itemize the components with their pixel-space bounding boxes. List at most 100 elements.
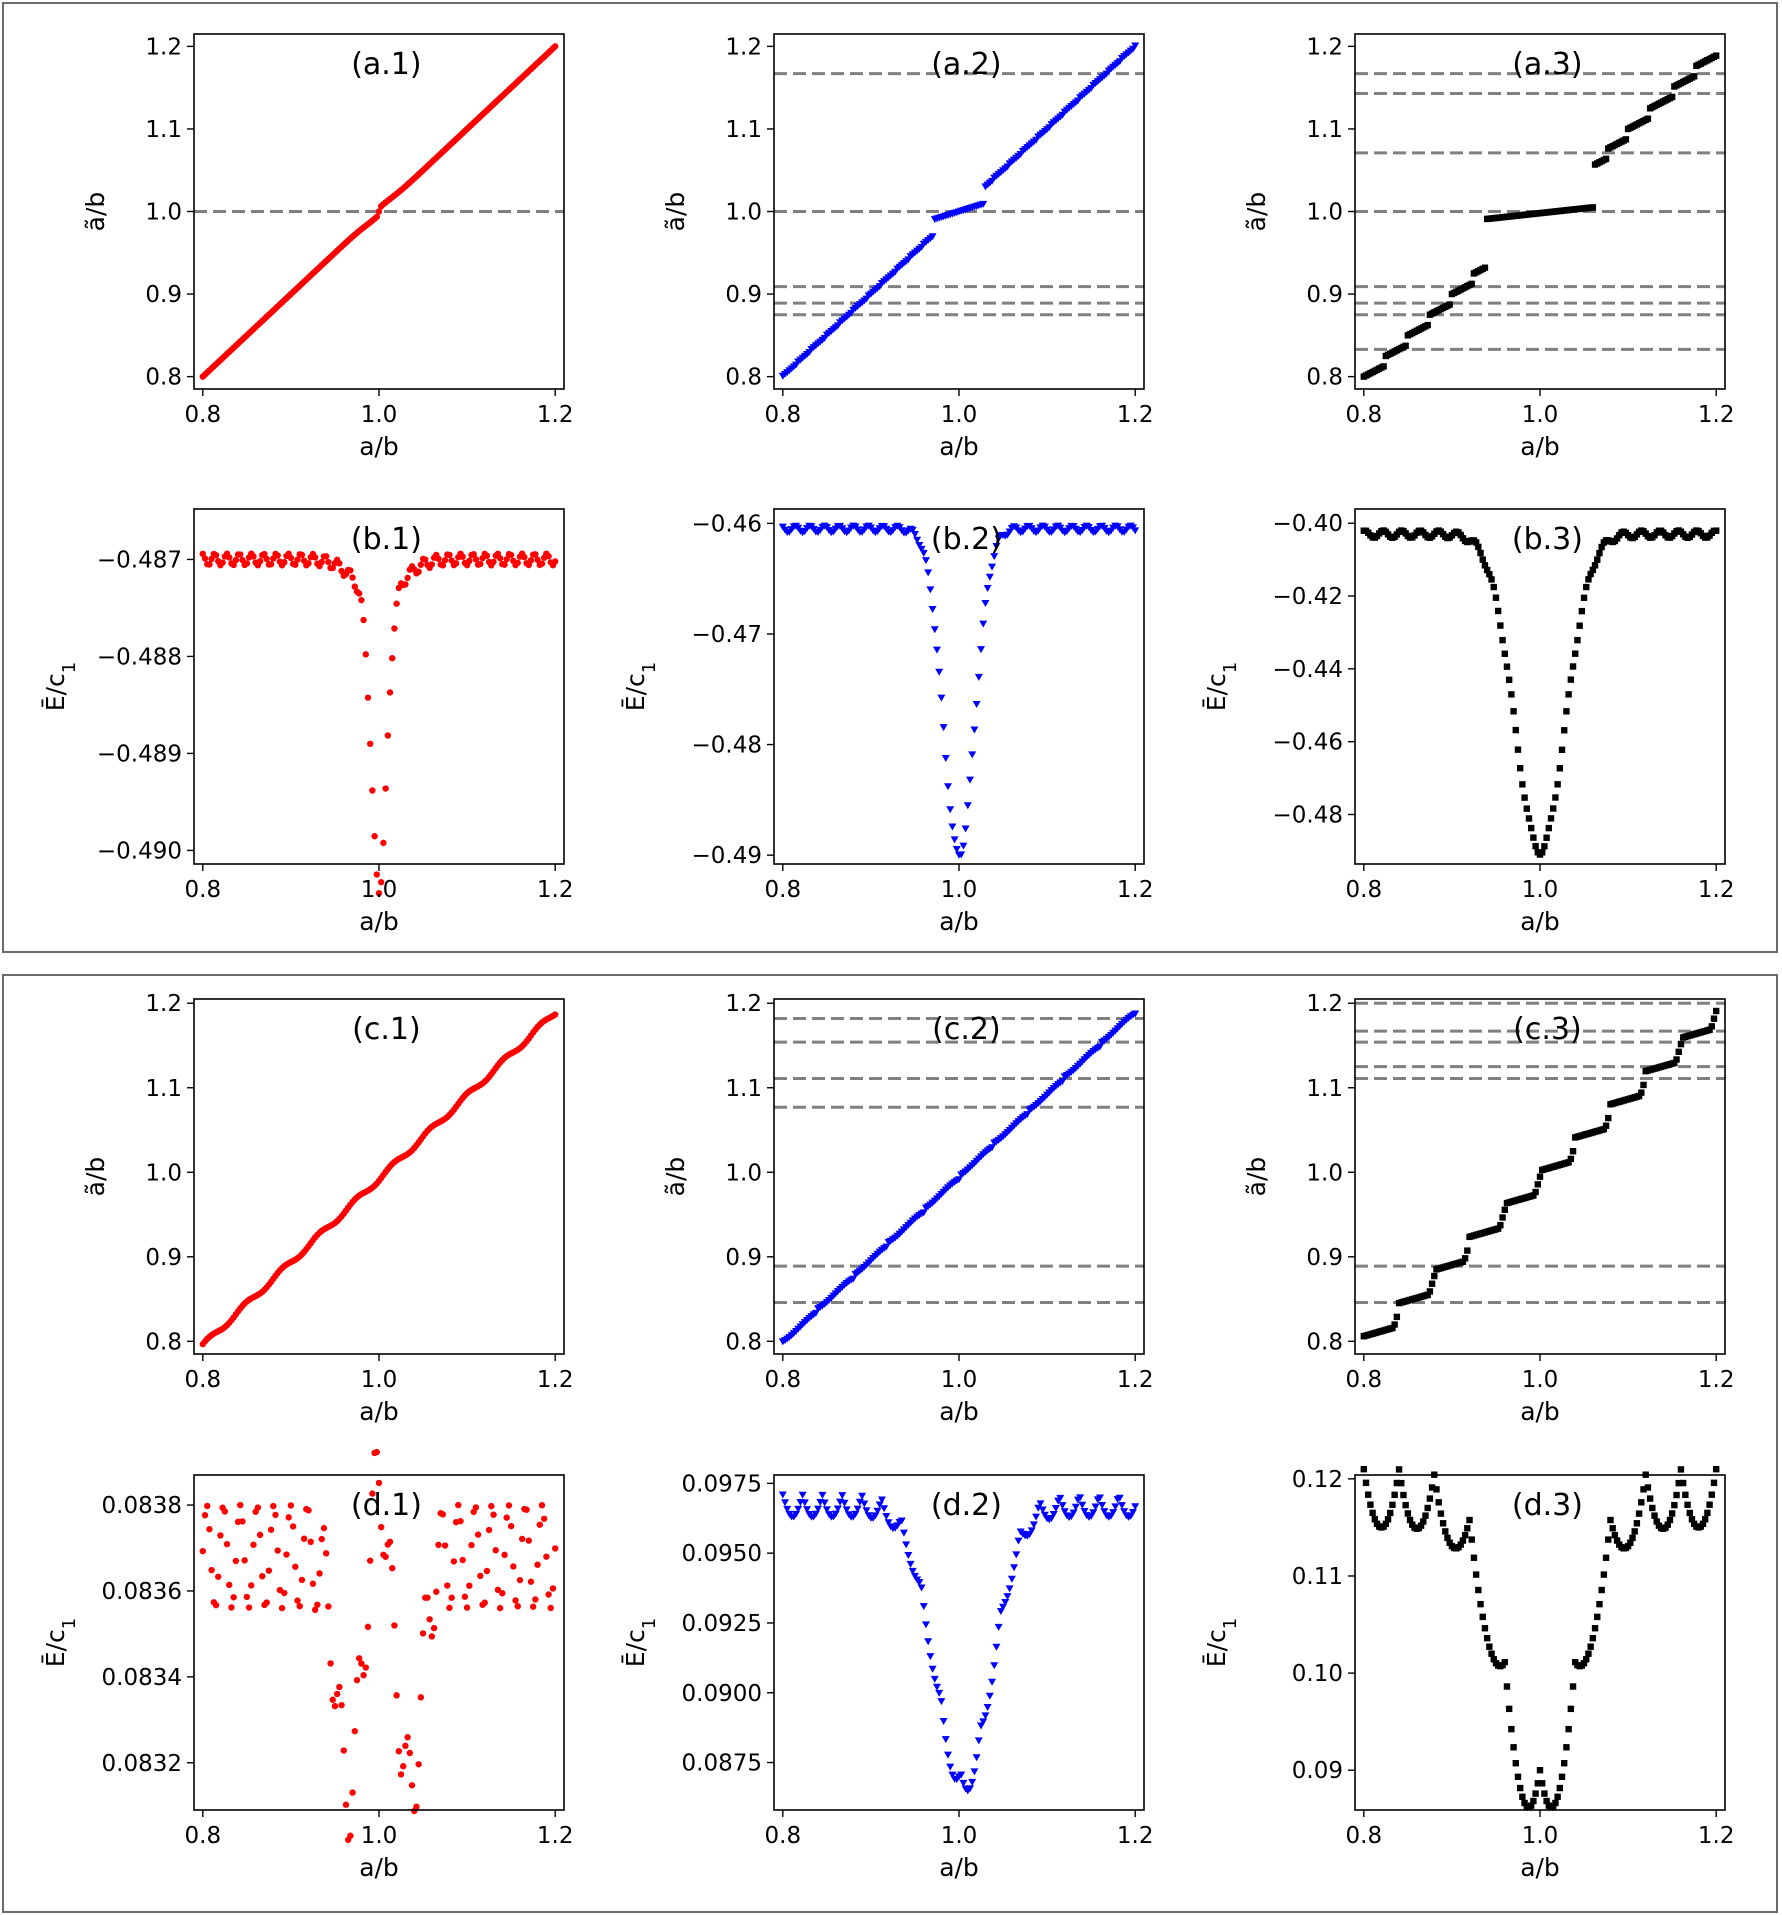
data-point [358,596,365,604]
data-point [1470,1554,1478,1561]
data-point [263,555,270,563]
y-tick-label: 1.0 [725,1160,762,1186]
y-tick-label: −0.48 [1273,802,1343,828]
data-point [1481,1625,1489,1632]
data-point [875,1501,884,1509]
data-point [908,1567,917,1575]
data-point [950,836,959,844]
data-point [450,1558,458,1565]
data-point [215,1573,222,1580]
y-tick-label: 0.0925 [682,1611,762,1637]
data-point [490,558,497,566]
data-point [311,554,319,561]
data-point [1510,1744,1517,1751]
data-point [1497,622,1504,629]
data-point [466,1582,473,1589]
data-point [1525,815,1533,822]
data-point [226,1581,233,1589]
data-point [882,1513,891,1521]
data-point [514,1603,521,1610]
data-point [525,1537,532,1544]
data-point [386,689,394,696]
data-point [333,1690,341,1698]
y-axis-label: ã/b [1242,192,1271,232]
data-point [1472,539,1480,546]
data-point [382,785,389,792]
data-point [1532,842,1539,850]
data-point [988,563,997,571]
data-point [287,1502,295,1509]
data-point [1505,676,1513,683]
data-point [1508,1725,1515,1733]
data-point [939,724,948,732]
data-point [483,552,491,560]
data-point [1591,1625,1599,1632]
data-point [1583,1656,1590,1663]
data-point [902,1541,911,1549]
data-point [1644,1484,1652,1491]
y-tick-label: 1.2 [145,991,182,1017]
data-point [298,551,306,559]
x-tick-label: 1.0 [941,877,978,903]
data-point [1602,1554,1610,1561]
data-point [551,1011,559,1018]
data-point [373,1448,380,1456]
data-point [1556,1784,1564,1792]
data-point [448,1594,455,1601]
data-point [906,1560,915,1568]
x-tick-label: 1.0 [1522,402,1559,428]
data-point [1497,1221,1504,1229]
data-point [1406,1516,1414,1524]
data-point [457,1517,464,1525]
data-point [1477,1600,1484,1608]
data-point [783,1505,792,1513]
data-point [1380,363,1387,370]
data-point [305,1507,312,1514]
panel-c2: 0.8 1.0 1.2 0.8 0.9 1.0 1.1 1.2 a/b ã/b (c.2) [661,991,1153,1426]
data-point [1633,1520,1641,1527]
data-point [957,851,966,859]
data-point [1545,824,1553,832]
data-point [926,1653,935,1661]
data-point [274,1547,281,1554]
x-axis-label: a/b [359,1853,399,1882]
data-point [1677,1466,1685,1473]
data-point [208,555,215,563]
data-point [924,569,933,577]
data-point [941,754,950,762]
y-tick-label: 0.9 [725,282,762,308]
x-tick-label: 1.0 [361,877,398,903]
data-point [424,1594,431,1601]
data-point [232,1557,240,1565]
data-point [254,1504,262,1511]
data-point [1649,1504,1656,1512]
x-tick-label: 0.8 [765,1367,802,1393]
data-point [1558,1773,1566,1781]
data-point [1530,1192,1537,1199]
data-point [494,1586,502,1594]
x-tick-label: 0.8 [1346,1823,1383,1849]
data-point [928,233,937,241]
data-point [1576,622,1583,629]
data-point [1550,805,1557,812]
data-point [897,1517,906,1525]
data-point [1115,1494,1124,1502]
data-point [347,567,354,574]
data-point [267,1526,275,1533]
x-axis-label: a/b [1520,432,1560,461]
data-point [239,556,246,564]
data-point [543,1553,550,1560]
data-point [417,561,425,568]
data-point [309,1580,317,1587]
x-tick-label: 1.2 [1117,877,1154,903]
data-point [1007,1575,1016,1583]
data-point [212,1601,220,1609]
data-point [915,1579,924,1587]
data-point [439,562,447,569]
y-axis-label: ã/b [661,1157,690,1197]
y-axis-label: Ē/c1 [41,662,80,711]
data-point [994,1623,1003,1631]
data-point [941,1736,950,1744]
data-point [272,1511,279,1519]
data-point [840,1499,849,1507]
